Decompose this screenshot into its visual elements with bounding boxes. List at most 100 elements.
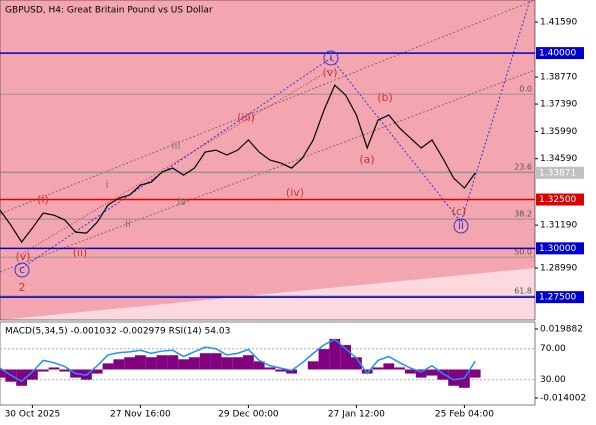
fib-label: 61.8	[514, 286, 532, 295]
wave-label: (v)	[322, 66, 337, 79]
macd-bar	[448, 369, 459, 386]
x-tick-label: 27 Nov 16:00	[110, 410, 171, 420]
level-box	[536, 47, 584, 60]
macd-bar	[307, 361, 319, 370]
level-label: 1.32500	[539, 195, 576, 205]
macd-bar	[253, 361, 265, 370]
macd-bar	[405, 369, 416, 374]
macd-bar	[361, 369, 373, 374]
wave-label: (i)	[37, 193, 49, 206]
y2-tick-label: 30.00	[540, 375, 566, 385]
wave-label: (iv)	[286, 186, 304, 199]
macd-bar	[415, 369, 427, 378]
fib-label: 38.2	[514, 210, 532, 219]
y-tick-label: 0.019882	[540, 325, 583, 335]
wave-label: (v)	[15, 250, 30, 263]
macd-bar	[167, 355, 179, 370]
wave-label: 2	[19, 281, 26, 294]
fib-label: 23.6	[514, 163, 532, 172]
macd-bar	[383, 363, 395, 370]
macd-bar	[0, 369, 6, 378]
macd-bar	[102, 363, 114, 370]
wave-label: iii	[171, 139, 180, 152]
macd-bar	[243, 355, 254, 370]
macd-bar	[275, 369, 287, 372]
wave-label: (ii)	[73, 246, 88, 259]
wave-label: (a)	[359, 153, 374, 166]
macd-bar	[340, 345, 351, 370]
y-tick-label: 1.41590	[540, 18, 577, 28]
light-region	[0, 268, 535, 320]
macd-bar	[124, 357, 135, 370]
wave-label: iv	[177, 195, 187, 208]
macd-bar	[48, 367, 60, 370]
level-box	[536, 242, 584, 255]
wave-label: ii	[458, 219, 464, 232]
y-tick-label: 1.38770	[540, 73, 577, 83]
macd-bar	[135, 355, 146, 370]
current-label: 1.33871	[539, 168, 576, 178]
macd-bar	[27, 369, 38, 380]
y-tick-label: -0.014002	[540, 393, 586, 403]
rsi-line	[0, 338, 476, 383]
wave-label: (b)	[377, 91, 393, 104]
macd-bar	[329, 338, 341, 370]
macd-bar	[394, 367, 405, 370]
macd-bar	[156, 355, 168, 370]
y-tick-label: 1.34590	[540, 154, 577, 164]
fib-label: 50.0	[514, 248, 532, 257]
wave-label: i	[105, 178, 108, 191]
macd-bar	[221, 357, 233, 370]
y-tick-label: 1.28990	[540, 264, 577, 274]
macd-bar	[210, 353, 222, 370]
macd-bar	[286, 369, 297, 374]
trend-line	[0, 69, 536, 273]
macd-bar	[264, 367, 276, 370]
current-box	[536, 166, 584, 179]
macd-bar	[372, 367, 384, 370]
level-box	[536, 291, 584, 304]
x-tick-label: 27 Jan 12:00	[328, 410, 385, 420]
x-tick-label: 25 Feb 04:00	[435, 410, 494, 420]
macd-bar	[199, 353, 211, 370]
x-tick-label: 30 Oct 2025	[5, 410, 61, 420]
macd-bar	[16, 369, 27, 386]
macd-bar	[318, 349, 330, 370]
y-tick-label: 1.37390	[540, 100, 577, 110]
level-label: 1.27500	[539, 293, 576, 303]
level-label: 1.30000	[539, 244, 576, 254]
macd-bar	[232, 357, 243, 370]
macd-bar	[113, 359, 125, 370]
wave-label: c	[19, 263, 25, 276]
macd-bar	[437, 369, 449, 380]
macd-bar	[59, 369, 71, 372]
fib-label: 0.0	[519, 85, 532, 94]
wave-label: (c)	[452, 205, 467, 218]
wave-circle	[14, 262, 30, 278]
plot-frame	[0, 0, 536, 321]
macd-bar	[37, 369, 49, 372]
macd-bar	[189, 357, 200, 370]
wave-circle	[453, 218, 469, 234]
level-box	[536, 193, 584, 206]
wave-label: i	[329, 51, 332, 64]
x-tick-label: 29 Dec 00:00	[218, 410, 279, 420]
macd-bar	[351, 357, 362, 370]
price-line	[0, 84, 476, 244]
macd-bar	[145, 357, 157, 370]
macd-bar	[178, 359, 189, 370]
wave-label: ii	[125, 217, 131, 230]
level-label: 1.40000	[539, 49, 576, 59]
y-tick-label: 1.31190	[540, 221, 577, 231]
indicator-title: MACD(5,34,5) -0.001032 -0.002979 RSI(14)…	[5, 327, 230, 337]
wave-label: (iii)	[237, 111, 255, 124]
y2-tick-label: 70.00	[540, 344, 566, 354]
channel-line	[19, 69, 331, 256]
macd-bar	[469, 369, 481, 378]
chart-title: GBPUSD, H4: Great Britain Pound vs US Do…	[5, 6, 213, 16]
macd-bar	[426, 369, 438, 376]
macd-bar	[91, 369, 103, 374]
wave-circle	[323, 50, 339, 66]
